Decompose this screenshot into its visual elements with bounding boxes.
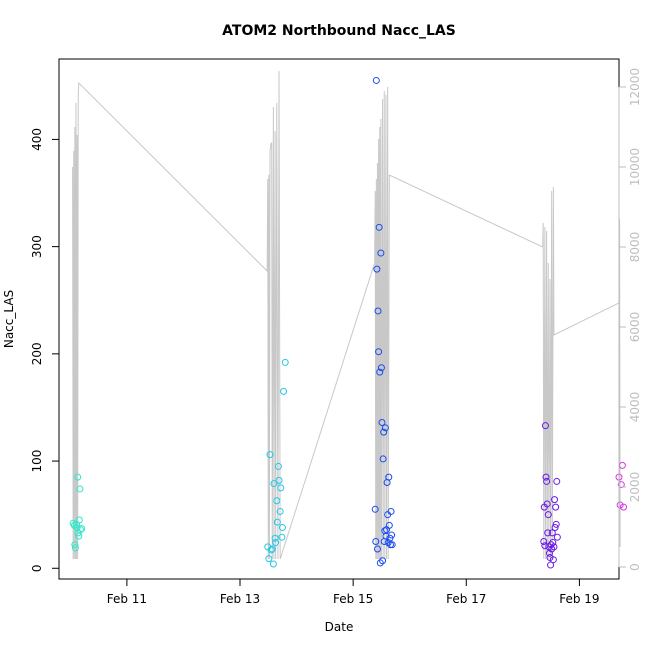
data-point <box>275 476 283 484</box>
data-point <box>374 307 382 315</box>
data-point <box>276 507 284 515</box>
data-point <box>380 428 388 436</box>
x-tick-label: Feb 11 <box>107 592 147 606</box>
y-tick-label: 100 <box>30 450 44 473</box>
data-point <box>384 539 392 547</box>
data-point <box>540 537 548 545</box>
x-tick-label: Feb 15 <box>333 592 373 606</box>
data-point <box>553 477 561 485</box>
y-tick-label: 300 <box>30 235 44 258</box>
data-point <box>549 539 557 547</box>
data-point <box>269 560 277 568</box>
data-point <box>71 541 79 549</box>
y2-tick-label: 4000 <box>628 392 642 423</box>
data-point <box>271 534 279 542</box>
data-point <box>75 516 83 524</box>
data-point <box>280 387 288 395</box>
data-point <box>373 265 381 273</box>
data-point <box>266 451 274 459</box>
data-point <box>375 348 383 356</box>
data-point <box>551 524 559 532</box>
data-point <box>549 556 557 564</box>
data-point <box>376 559 384 567</box>
data-point <box>552 503 560 511</box>
data-point <box>544 529 552 537</box>
data-point <box>388 541 396 549</box>
data-point <box>76 526 84 534</box>
data-point <box>617 481 625 489</box>
y2-tick-label: 0 <box>628 563 642 571</box>
x-tick-label: Feb 13 <box>220 592 260 606</box>
data-point <box>277 484 285 492</box>
data-point <box>548 545 556 553</box>
y2-tick-label: 12000 <box>628 68 642 106</box>
y2-tick-label: 6000 <box>628 312 642 343</box>
y2-tick-label: 10000 <box>628 148 642 186</box>
x-axis: Feb 11 Feb 13 Feb 15 Feb 17 Feb 19 <box>107 579 600 606</box>
x-tick-label: Feb 19 <box>559 592 599 606</box>
data-point <box>278 533 286 541</box>
data-point <box>272 539 280 547</box>
data-point <box>273 518 281 526</box>
data-point <box>373 545 381 553</box>
data-point <box>378 418 386 426</box>
data-point <box>553 533 561 541</box>
data-point <box>75 532 83 540</box>
data-point <box>544 511 552 519</box>
data-point <box>541 422 549 430</box>
data-point <box>620 503 628 511</box>
data-point <box>274 462 282 470</box>
data-point <box>76 485 84 493</box>
data-point <box>372 537 380 545</box>
data-point <box>371 505 379 513</box>
y-axis: 0 100 200 300 400 <box>30 128 59 572</box>
y-axis-label: Nacc_LAS <box>2 290 16 348</box>
data-point <box>78 525 86 533</box>
data-point <box>377 364 385 372</box>
points-layer <box>69 76 628 569</box>
data-point <box>267 546 275 554</box>
data-point <box>547 561 555 569</box>
y2-tick-label: 2000 <box>628 472 642 503</box>
x-tick-label: Feb 17 <box>446 592 486 606</box>
secondary-trace-layer <box>72 70 621 560</box>
data-point <box>74 473 82 481</box>
y2-axis: 0 2000 4000 6000 8000 10000 12000 <box>618 68 642 571</box>
data-point <box>379 455 387 463</box>
data-point <box>268 545 276 553</box>
data-point <box>543 500 551 508</box>
data-point <box>543 477 551 485</box>
x-axis-label: Date <box>325 620 354 634</box>
y-tick-label: 400 <box>30 128 44 151</box>
data-point <box>381 424 389 432</box>
data-point <box>372 76 380 84</box>
data-point <box>552 520 560 528</box>
y-tick-label: 200 <box>30 342 44 365</box>
chart-title: ATOM2 Northbound Nacc_LAS <box>222 23 456 39</box>
data-point <box>385 473 393 481</box>
data-point <box>385 521 393 529</box>
y-tick-label: 0 <box>30 564 44 572</box>
data-point <box>71 544 79 552</box>
data-point <box>387 507 395 515</box>
data-point <box>278 524 286 532</box>
data-point <box>265 555 273 563</box>
data-point <box>270 480 278 488</box>
data-point <box>375 223 383 231</box>
data-point <box>542 473 550 481</box>
data-point <box>281 358 289 366</box>
data-point <box>377 249 385 257</box>
data-point <box>616 501 624 509</box>
y2-tick-label: 8000 <box>628 232 642 263</box>
data-point <box>550 543 558 551</box>
data-point <box>376 368 384 376</box>
data-point <box>273 497 281 505</box>
data-point <box>388 531 396 539</box>
secondary-trace-line <box>72 70 621 560</box>
data-point <box>379 557 387 565</box>
data-point <box>551 496 559 504</box>
data-point <box>548 529 556 537</box>
